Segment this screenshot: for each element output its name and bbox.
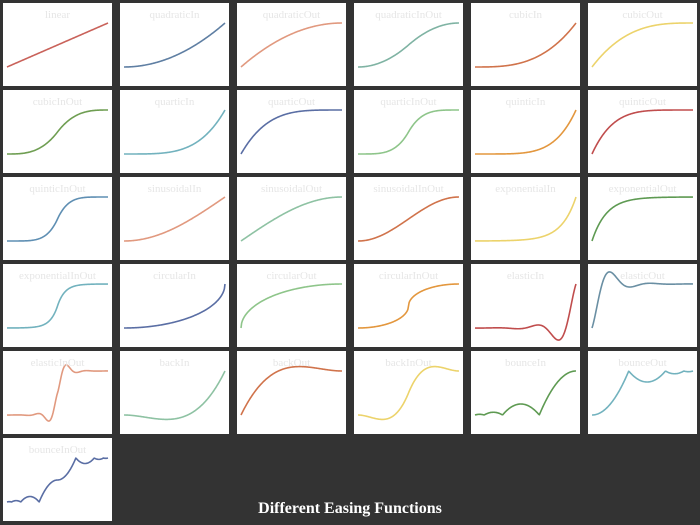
easing-panel-sinusoidalOut: sinusoidalOut [237,177,346,260]
easing-panel-backOut: backOut [237,351,346,434]
easing-curve-quinticOut [591,109,694,155]
easing-plot [240,109,343,155]
easing-plot [240,196,343,242]
easing-curve-backInOut [357,365,460,421]
easing-curve-elasticIn [474,283,577,341]
easing-panel-cubicIn: cubicIn [471,3,580,86]
easing-curve-circularInOut [357,283,460,329]
easing-plot [6,109,109,155]
easing-panel-exponentialIn: exponentialIn [471,177,580,260]
easing-curve-quinticInOut [6,196,109,242]
easing-panel-sinusoidalInOut: sinusoidalInOut [354,177,463,260]
easing-curve-quadraticOut [240,22,343,68]
easing-plot [357,22,460,68]
easing-panel-bounceIn: bounceIn [471,351,580,434]
easing-panel-quinticOut: quinticOut [588,90,697,173]
easing-panel-quinticInOut: quinticInOut [3,177,112,260]
easing-panel-circularInOut: circularInOut [354,264,463,347]
easing-plot [474,109,577,155]
easing-panel-exponentialOut: exponentialOut [588,177,697,260]
easing-curve-bounceInOut [6,457,109,503]
easing-plot [123,283,226,329]
easing-panel-elasticInOut: elasticInOut [3,351,112,434]
easing-panel-quadraticIn: quadraticIn [120,3,229,86]
easing-curve-quarticIn [123,109,226,155]
easing-curve-sinusoidalInOut [357,196,460,242]
easing-curve-backOut [240,365,343,416]
easing-panel-circularIn: circularIn [120,264,229,347]
easing-plot [240,283,343,329]
easing-curve-circularOut [240,283,343,329]
easing-plot [6,457,109,503]
easing-plot [591,271,694,329]
easing-curve-quadraticIn [123,22,226,68]
easing-panel-bounceOut: bounceOut [588,351,697,434]
easing-plot [123,196,226,242]
easing-panel-quadraticInOut: quadraticInOut [354,3,463,86]
easing-plot [6,364,109,422]
easing-plot [591,22,694,68]
easing-panel-elasticIn: elasticIn [471,264,580,347]
easing-curve-cubicInOut [6,109,109,155]
easing-plot [240,22,343,68]
easing-plot [357,109,460,155]
easing-curve-quarticInOut [357,109,460,155]
easing-curve-sinusoidalOut [240,196,343,242]
easing-curve-exponentialInOut [6,283,109,329]
easing-curve-bounceIn [474,370,577,416]
easing-curve-quadraticInOut [357,22,460,68]
easing-curve-quarticOut [240,109,343,155]
easing-panel-quadraticOut: quadraticOut [237,3,346,86]
easing-panel-sinusoidalIn: sinusoidalIn [120,177,229,260]
easing-curve-linear [6,22,109,68]
easing-curve-sinusoidalIn [123,196,226,242]
easing-curve-elasticInOut [6,364,109,422]
easing-panel-backIn: backIn [120,351,229,434]
easing-panel-backInOut: backInOut [354,351,463,434]
easing-panel-circularOut: circularOut [237,264,346,347]
easing-curve-cubicOut [591,22,694,68]
easing-plot [474,196,577,242]
easing-plot [591,109,694,155]
easing-plot [240,365,343,416]
easing-curve-circularIn [123,283,226,329]
easing-plot [357,196,460,242]
easing-plot [591,196,694,242]
easing-panel-quinticIn: quinticIn [471,90,580,173]
easing-curve-elasticOut [591,271,694,329]
easing-panel-quarticInOut: quarticInOut [354,90,463,173]
easing-plot [474,370,577,416]
easing-panel-cubicInOut: cubicInOut [3,90,112,173]
easing-curve-quinticIn [474,109,577,155]
easing-plot [357,283,460,329]
easing-plot [6,196,109,242]
chart-title: Different Easing Functions [258,500,442,517]
easing-plot [123,370,226,421]
easing-curve-backIn [123,370,226,421]
easing-panel-linear: linear [3,3,112,86]
easing-plot [357,365,460,421]
easing-panel-elasticOut: elasticOut [588,264,697,347]
easing-curve-cubicIn [474,22,577,68]
easing-curve-exponentialOut [591,196,694,242]
easing-plot [591,370,694,416]
easing-curve-exponentialIn [474,196,577,242]
easing-panel-cubicOut: cubicOut [588,3,697,86]
easing-plot [6,22,109,68]
easing-plot [123,109,226,155]
easing-panel-quarticOut: quarticOut [237,90,346,173]
easing-plot [6,283,109,329]
easing-plot [474,283,577,341]
easing-curve-bounceOut [591,370,694,416]
easing-panel-exponentialInOut: exponentialInOut [3,264,112,347]
easing-plot [474,22,577,68]
easing-plot [123,22,226,68]
easing-panel-quarticIn: quarticIn [120,90,229,173]
